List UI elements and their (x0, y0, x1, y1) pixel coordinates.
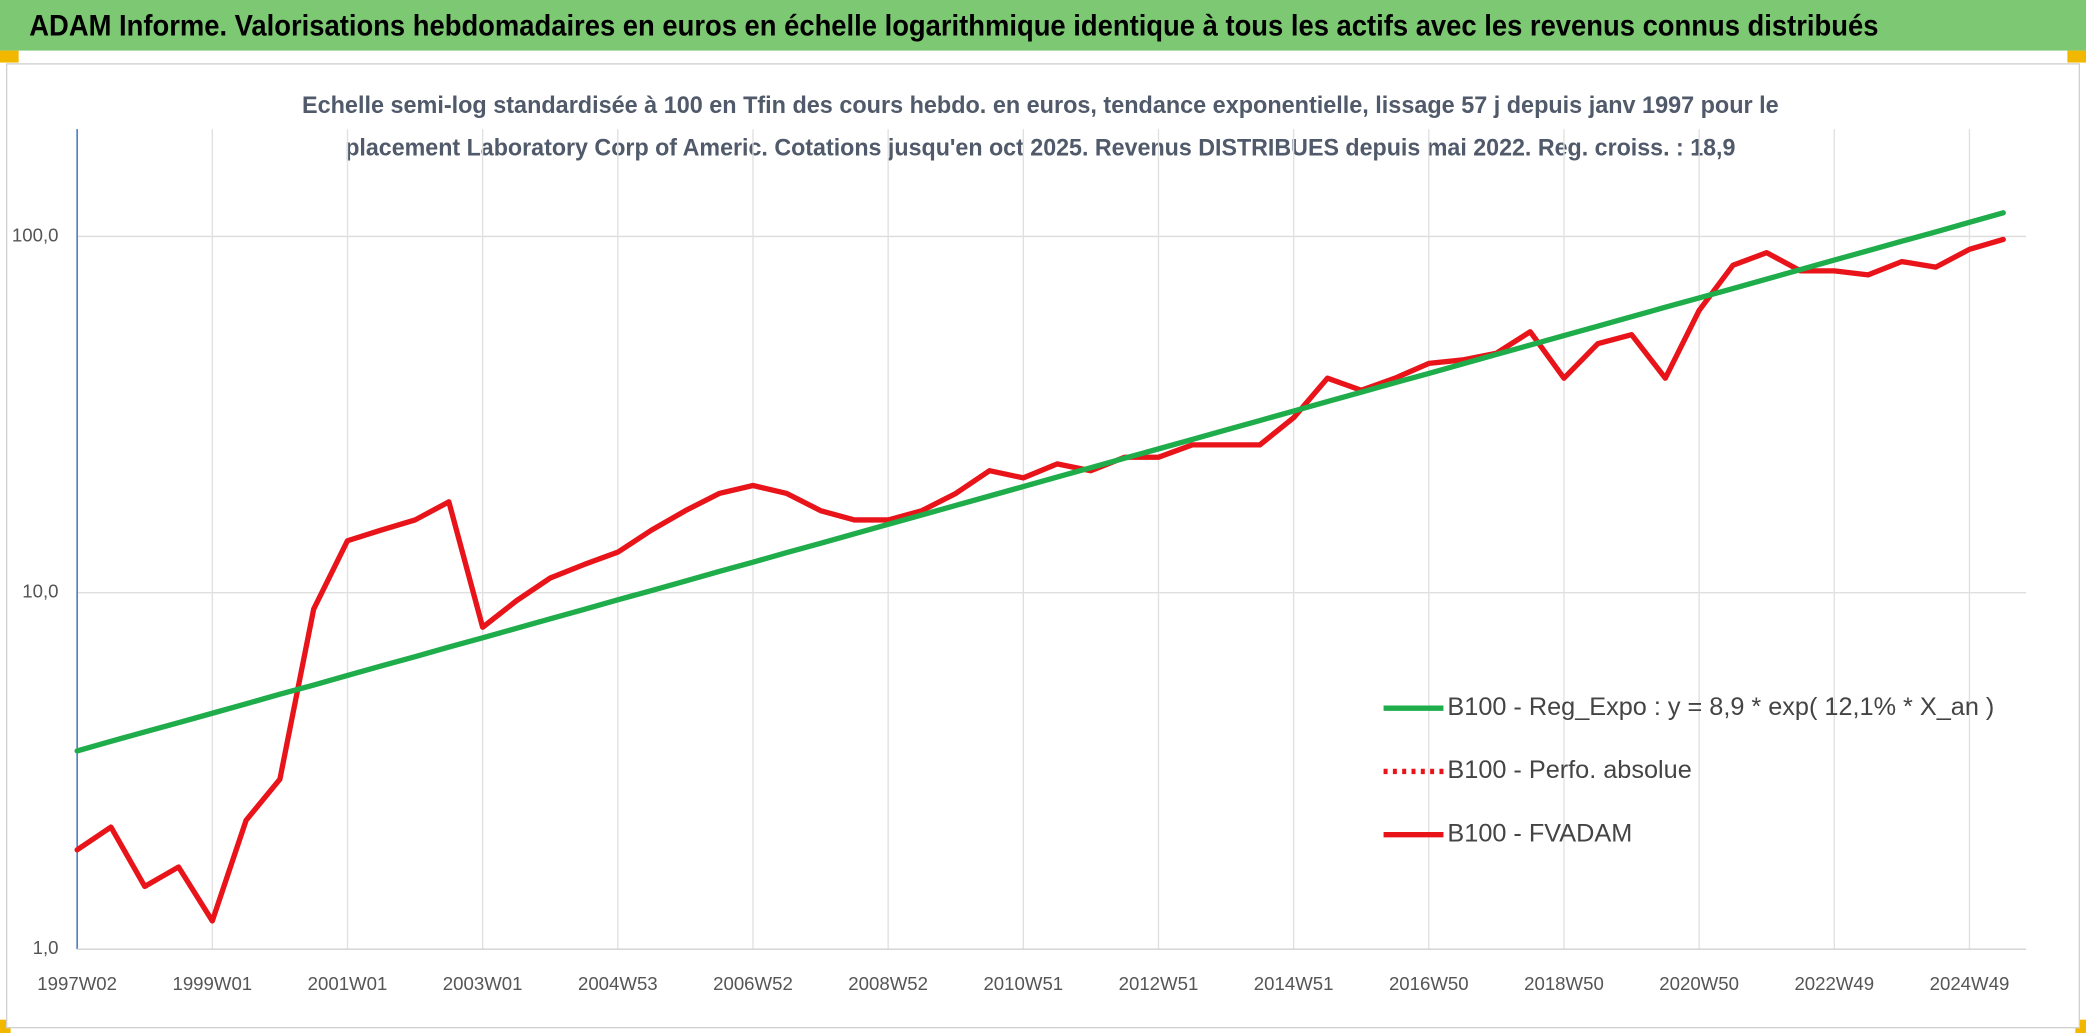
x-tick-label: 2016W50 (1389, 973, 1469, 994)
x-tick-label: 2020W50 (1659, 973, 1739, 994)
x-tick-label: 2001W01 (308, 973, 388, 994)
header-title: ADAM Informe. Valorisations hebdomadaire… (29, 11, 1878, 43)
series-line (74, 236, 2006, 924)
chart-title: placement Laboratory Corp of Americ. Cot… (345, 134, 1735, 161)
corner (0, 1019, 11, 1033)
chart-frame (5, 63, 2081, 1029)
x-tick-label: 2008W52 (848, 973, 928, 994)
y-tick-label: 1,0 (33, 937, 59, 958)
x-tick-label: 2018W50 (1524, 973, 1604, 994)
x-tick-label: 2010W51 (983, 973, 1063, 994)
corner (2067, 50, 2086, 63)
chart-title: Echelle semi-log standardisée à 100 en T… (302, 92, 1779, 119)
x-tick-label: 2003W01 (443, 973, 523, 994)
x-tick-label: 2024W49 (1930, 973, 2010, 994)
x-tick-label: 2014W51 (1254, 973, 1334, 994)
legend-label: B100 - Reg_Expo : y = 8,9 * exp( 12,1% *… (1447, 693, 1994, 721)
x-tick-label: 2012W51 (1119, 973, 1199, 994)
corner (0, 50, 19, 63)
x-tick-label: 2004W53 (578, 973, 658, 994)
legend-label: B100 - Perfo. absolue (1447, 756, 1691, 784)
x-tick-label: 2006W52 (713, 973, 793, 994)
header-bar (0, 0, 2086, 51)
corner (2075, 1019, 2086, 1033)
x-tick-label: 2022W49 (1794, 973, 1874, 994)
y-tick-label: 10,0 (22, 581, 58, 602)
series-line (74, 210, 2006, 754)
legend-label: B100 - FVADAM (1447, 819, 1632, 847)
y-tick-label: 100,0 (12, 224, 59, 245)
x-tick-label: 1999W01 (172, 973, 252, 994)
x-tick-label: 1997W02 (37, 973, 117, 994)
